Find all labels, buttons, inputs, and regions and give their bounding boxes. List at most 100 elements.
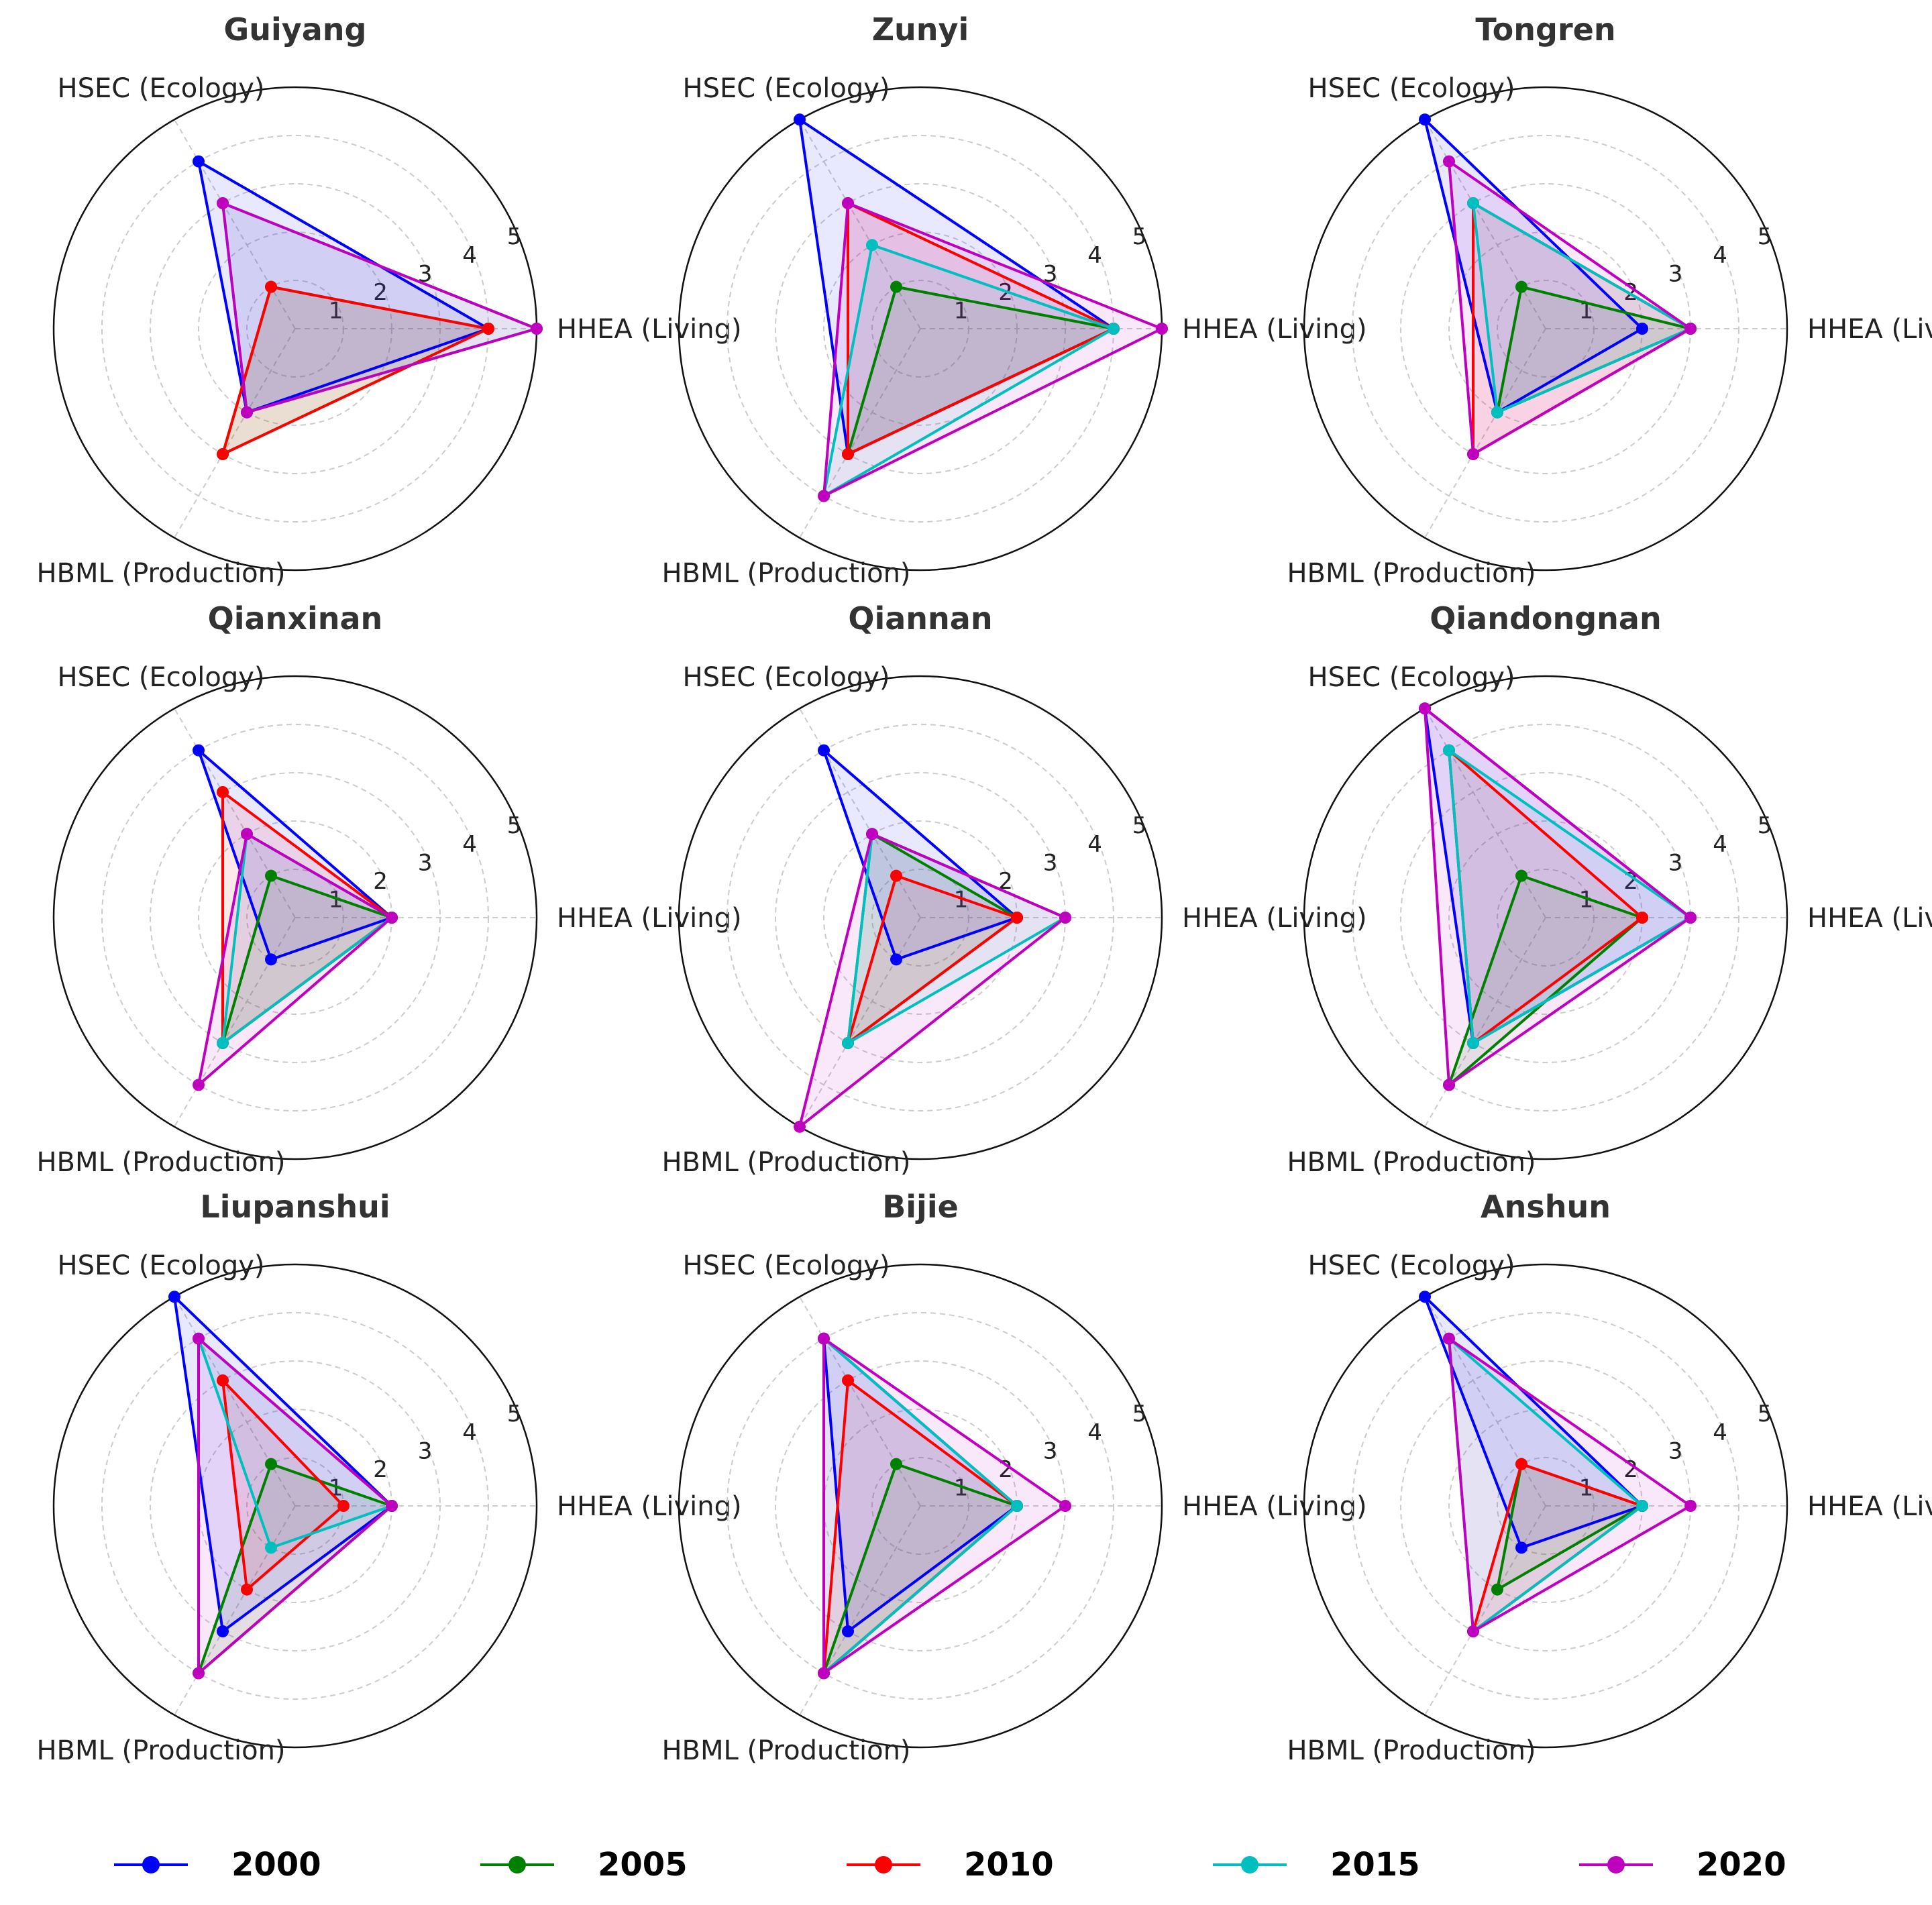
series-fill xyxy=(824,1338,1065,1674)
series-fill xyxy=(1473,203,1690,455)
series-point xyxy=(1636,323,1648,335)
series-fill xyxy=(824,245,1114,496)
series-point xyxy=(217,448,229,461)
grid-spoke xyxy=(799,917,921,1128)
radial-tick-label: 2 xyxy=(998,868,1013,895)
series-line xyxy=(847,874,1018,1045)
grid-spoke xyxy=(1424,708,1546,918)
axis-label: HSEC (Ecology) xyxy=(1308,73,1515,104)
series-fill xyxy=(223,875,392,1044)
series-line xyxy=(221,285,490,456)
radial-tick-label: 3 xyxy=(1668,260,1683,287)
polar-frame xyxy=(678,1263,1163,1749)
legend-label: 2005 xyxy=(598,1846,688,1884)
axis-label: HHEA (Living) xyxy=(1182,1491,1367,1522)
axis-label: HBML (Production) xyxy=(661,558,910,589)
series-point xyxy=(842,1625,854,1638)
series-point xyxy=(818,1667,830,1680)
grid-spoke xyxy=(174,119,296,329)
axis-label: HSEC (Ecology) xyxy=(683,662,890,693)
polar-frame xyxy=(678,675,1163,1160)
radial-tick-label: 5 xyxy=(507,223,522,250)
series-point xyxy=(1515,280,1527,293)
series-point xyxy=(1419,1291,1431,1303)
grid-spoke xyxy=(1424,1505,1546,1716)
series-point xyxy=(866,828,878,840)
polar-frame xyxy=(1303,86,1788,572)
axis-label: HSEC (Ecology) xyxy=(683,73,890,104)
series-line xyxy=(822,749,1018,961)
axis-label: HBML (Production) xyxy=(1287,1147,1536,1178)
series-fill xyxy=(824,203,1162,496)
radial-tick-label: 1 xyxy=(329,886,343,913)
grid-spoke xyxy=(1424,917,1546,1128)
axis-label: HHEA (Living) xyxy=(1182,903,1367,934)
series-point xyxy=(1059,1500,1071,1512)
series-fill xyxy=(223,1380,343,1590)
panel-title: Liupanshui xyxy=(200,1189,390,1225)
series-line xyxy=(798,832,1067,1128)
series-point xyxy=(337,1500,350,1512)
grid-spoke xyxy=(799,1505,921,1716)
legend-marker xyxy=(875,1856,892,1873)
series-point xyxy=(265,953,277,966)
grid-spoke xyxy=(174,1505,296,1716)
axis-label: HBML (Production) xyxy=(661,1735,910,1766)
series-point xyxy=(1467,1037,1479,1050)
series-point xyxy=(1011,912,1023,924)
series-point xyxy=(217,197,229,209)
grid-spoke xyxy=(174,1296,296,1507)
series-fill xyxy=(223,286,488,455)
axis-label: HSEC (Ecology) xyxy=(1308,1250,1515,1281)
series-point xyxy=(1443,1332,1455,1345)
series-point xyxy=(1059,912,1071,924)
polar-frame xyxy=(1303,675,1788,1160)
series-line xyxy=(1424,1295,1644,1549)
series-point xyxy=(818,744,830,757)
series-fill xyxy=(1473,203,1690,413)
series-point xyxy=(1515,1541,1527,1554)
series-line xyxy=(221,1378,345,1591)
grid-spoke xyxy=(799,708,921,918)
grid-spoke xyxy=(1424,119,1546,329)
legend-label: 2010 xyxy=(964,1846,1054,1884)
series-line xyxy=(847,201,1115,456)
radial-tick-label: 1 xyxy=(1579,1474,1594,1501)
series-fill xyxy=(1425,708,1690,1085)
series-fill xyxy=(1449,161,1690,455)
series-fill xyxy=(848,203,1114,455)
series-fill xyxy=(848,286,1114,455)
axis-label: HHEA (Living) xyxy=(557,314,742,345)
series-point xyxy=(168,1291,180,1303)
radar-panel: Qianxinan 1 2 3 4 5 HHEA (Living) HSEC (Ecology… xyxy=(36,600,741,1178)
series-fill xyxy=(824,1338,1017,1632)
series-point xyxy=(866,239,878,252)
grid-spoke xyxy=(174,328,296,539)
series-point xyxy=(241,1583,253,1596)
series-point xyxy=(193,155,205,168)
series-point xyxy=(1636,1500,1648,1512)
axis-label: HBML (Production) xyxy=(36,558,285,589)
panel-title: Anshun xyxy=(1481,1189,1611,1225)
series-point xyxy=(890,953,902,966)
series-line xyxy=(1424,118,1644,414)
series-fill xyxy=(199,750,392,960)
series-point xyxy=(241,406,253,419)
series-line xyxy=(1448,749,1692,1045)
series-point xyxy=(265,1458,277,1470)
panel-title: Qiandongnan xyxy=(1430,600,1661,637)
series-line xyxy=(197,160,490,414)
series-fill xyxy=(824,1464,1017,1674)
grid-spoke xyxy=(1424,1296,1546,1507)
series-line xyxy=(1472,201,1692,414)
panel-title: Guiyang xyxy=(224,11,367,48)
grid-spoke xyxy=(174,708,296,918)
series-fill xyxy=(223,286,488,455)
radial-tick-label: 5 xyxy=(1758,812,1772,839)
polar-frame xyxy=(52,675,538,1160)
axis-label: HHEA (Living) xyxy=(1182,314,1367,345)
radial-tick-label: 4 xyxy=(1713,242,1727,269)
